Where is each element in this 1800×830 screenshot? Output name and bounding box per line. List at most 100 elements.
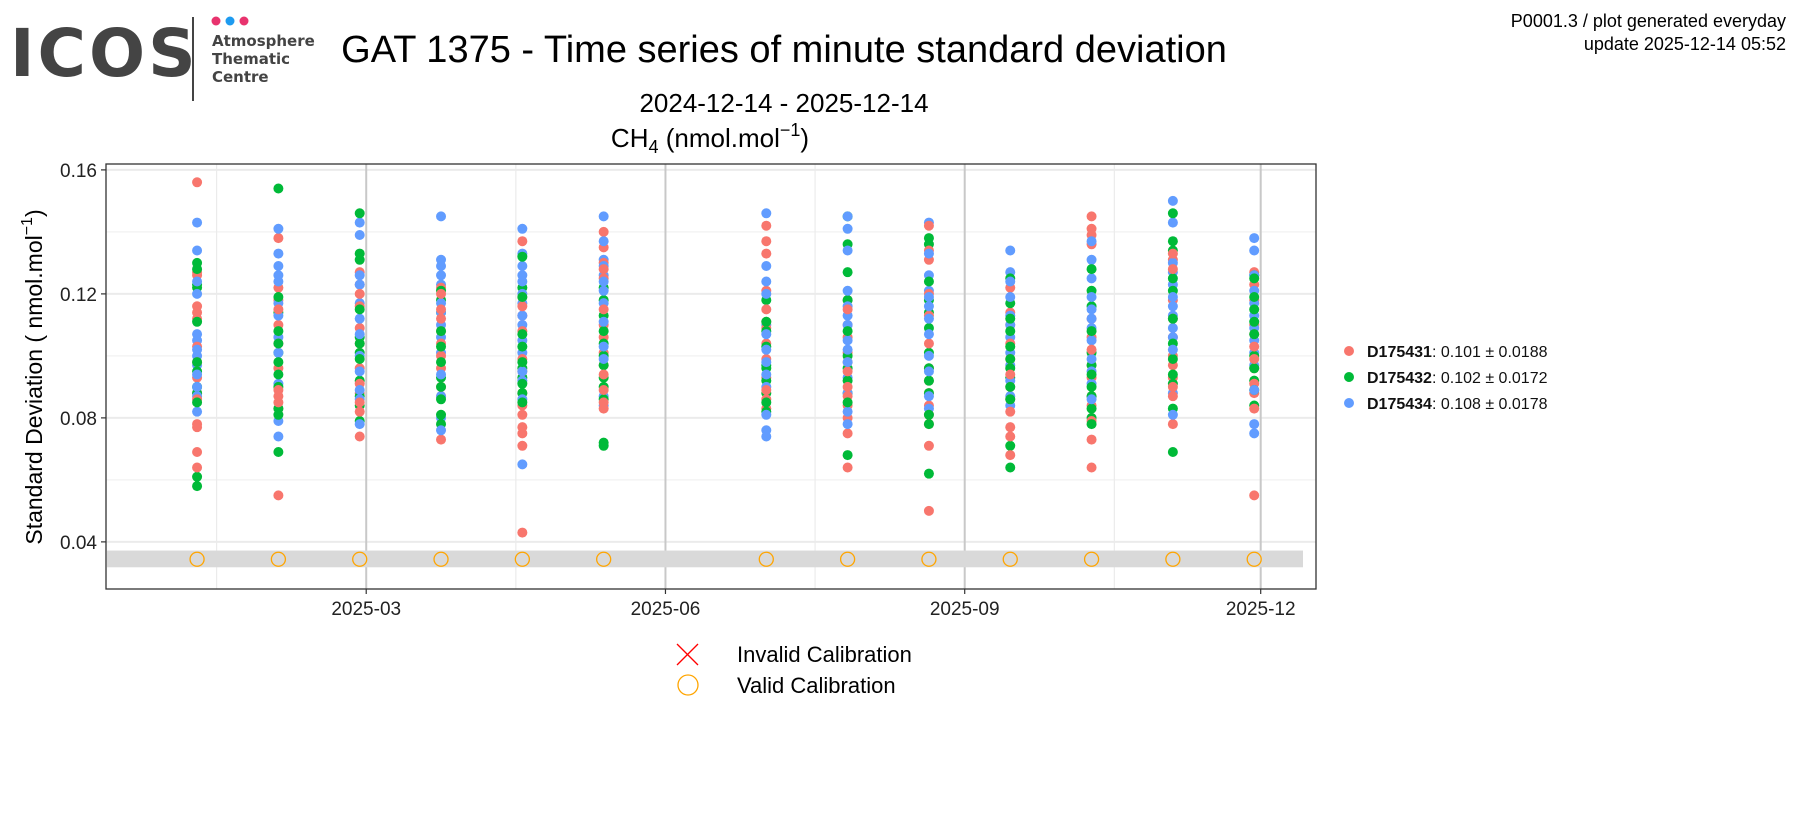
- y-tick-label: 0.12: [60, 285, 97, 306]
- data-point-D175431: [1167, 381, 1178, 392]
- logo-sub-line: Centre: [212, 68, 269, 86]
- data-point-D175432: [192, 481, 203, 492]
- data-point-D175434: [1005, 245, 1016, 256]
- data-point-D175431: [517, 301, 528, 312]
- data-point-D175432: [1086, 264, 1097, 275]
- data-point-D175431: [192, 177, 203, 188]
- valid-calibration-marker: [1165, 551, 1181, 567]
- data-point-D175431: [923, 505, 934, 516]
- data-point-D175434: [354, 270, 365, 281]
- calibration-band: [107, 550, 1303, 568]
- data-point-D175432: [192, 397, 203, 408]
- data-point-D175431: [273, 233, 284, 244]
- data-point-D175434: [1167, 344, 1178, 355]
- data-point-D175432: [1167, 313, 1178, 324]
- data-point-D175432: [354, 353, 365, 364]
- data-point-D175434: [192, 406, 203, 417]
- data-point-D175434: [354, 419, 365, 430]
- data-point-D175432: [842, 397, 853, 408]
- data-point-D175432: [598, 326, 609, 337]
- data-point-D175432: [1167, 369, 1178, 380]
- data-point-D175432: [517, 341, 528, 352]
- series-legend: D175431: 0.101 ± 0.0188 D175432: 0.102 ± …: [1344, 344, 1548, 413]
- data-point-D175432: [192, 264, 203, 275]
- data-point-D175432: [273, 446, 284, 457]
- data-point-D175431: [761, 220, 772, 231]
- y-tick-label: 0.08: [60, 409, 97, 430]
- y-axis-label: Standard Deviation ( nmol.mol−1): [19, 209, 47, 544]
- data-point-D175434: [598, 211, 609, 222]
- data-point-D175434: [517, 223, 528, 234]
- logo-dot: [239, 16, 249, 26]
- data-point-D175431: [1249, 490, 1260, 501]
- logo-sub-line: Thematic: [212, 50, 290, 68]
- valid-calibration-marker: [1083, 551, 1100, 567]
- data-point-D175434: [273, 431, 284, 442]
- data-point-D175432: [1249, 304, 1260, 315]
- data-point-D175434: [1249, 384, 1260, 395]
- data-point-D175434: [436, 369, 447, 380]
- data-point-D175432: [1249, 291, 1260, 302]
- data-point-D175434: [354, 217, 365, 228]
- data-point-D175432: [436, 394, 447, 405]
- data-point-D175432: [1249, 316, 1260, 327]
- data-point-D175431: [354, 431, 365, 442]
- data-point-D175432: [1005, 440, 1016, 451]
- data-point-D175431: [1167, 419, 1178, 430]
- data-point-D175434: [761, 357, 772, 368]
- grid: [106, 164, 1316, 589]
- data-point-D175431: [192, 301, 203, 312]
- data-point-D175431: [923, 338, 934, 349]
- data-point-D175432: [436, 357, 447, 368]
- legend-valid-calibration: Valid Calibration: [737, 673, 896, 698]
- data-point-D175432: [1167, 273, 1178, 284]
- data-point-D175432: [273, 369, 284, 380]
- data-point-D175434: [842, 223, 853, 234]
- chart-title: GAT 1375 - Time series of minute standar…: [341, 29, 1227, 71]
- data-point-D175432: [1086, 326, 1097, 337]
- data-point-D175432: [1005, 381, 1016, 392]
- x-tick-label: 2025-06: [631, 599, 701, 620]
- y-tick-label: 0.16: [60, 161, 97, 182]
- data-point-D175434: [1086, 313, 1097, 324]
- data-point-D175431: [598, 304, 609, 315]
- data-point-D175431: [1086, 462, 1097, 473]
- data-point-D175432: [1086, 369, 1097, 380]
- data-point-D175431: [1086, 211, 1097, 222]
- data-point-D175431: [436, 304, 447, 315]
- data-point-D175431: [842, 428, 853, 439]
- data-point-D175431: [1167, 248, 1178, 259]
- data-point-D175432: [598, 437, 609, 448]
- data-point-D175434: [598, 316, 609, 327]
- valid-calibration-marker: [352, 551, 368, 567]
- valid-calibration-marker: [514, 551, 530, 567]
- data-point-D175432: [923, 409, 934, 420]
- data-point-D175434: [1086, 304, 1097, 315]
- data-point-D175434: [273, 276, 284, 287]
- data-point-D175431: [517, 440, 528, 451]
- data-point-D175431: [436, 313, 447, 324]
- data-point-D175432: [517, 329, 528, 340]
- data-point-D175434: [517, 366, 528, 377]
- data-point-D175434: [842, 344, 853, 355]
- data-point-D175431: [842, 381, 853, 392]
- data-point-D175434: [354, 229, 365, 240]
- data-point-D175431: [1005, 406, 1016, 417]
- data-point-D175434: [192, 217, 203, 228]
- data-point-D175434: [598, 353, 609, 364]
- data-point-D175431: [436, 434, 447, 445]
- data-point-D175432: [436, 326, 447, 337]
- valid-calibration-marker: [839, 551, 856, 567]
- data-point-D175432: [436, 381, 447, 392]
- data-point-D175432: [354, 248, 365, 259]
- data-point-D175432: [517, 397, 528, 408]
- data-point-D175434: [273, 260, 284, 271]
- data-point-D175434: [923, 291, 934, 302]
- data-point-D175431: [517, 527, 528, 538]
- logo-sub-line: Atmosphere: [212, 32, 315, 50]
- data-point-D175434: [1167, 301, 1178, 312]
- valid-calibration-marker: [433, 551, 449, 567]
- icos-logo: ICOS Atmosphere Thematic Centre: [10, 15, 315, 101]
- data-point-D175431: [1086, 344, 1097, 355]
